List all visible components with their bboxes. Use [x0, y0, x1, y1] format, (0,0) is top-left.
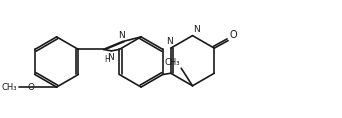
Text: N: N [118, 31, 124, 40]
Text: CH₃: CH₃ [2, 83, 17, 92]
Text: N: N [107, 53, 114, 62]
Text: N: N [167, 37, 173, 46]
Text: O: O [229, 30, 237, 40]
Text: O: O [27, 83, 35, 92]
Text: H: H [105, 55, 110, 64]
Text: N: N [194, 25, 200, 34]
Text: CH₃: CH₃ [165, 58, 180, 67]
